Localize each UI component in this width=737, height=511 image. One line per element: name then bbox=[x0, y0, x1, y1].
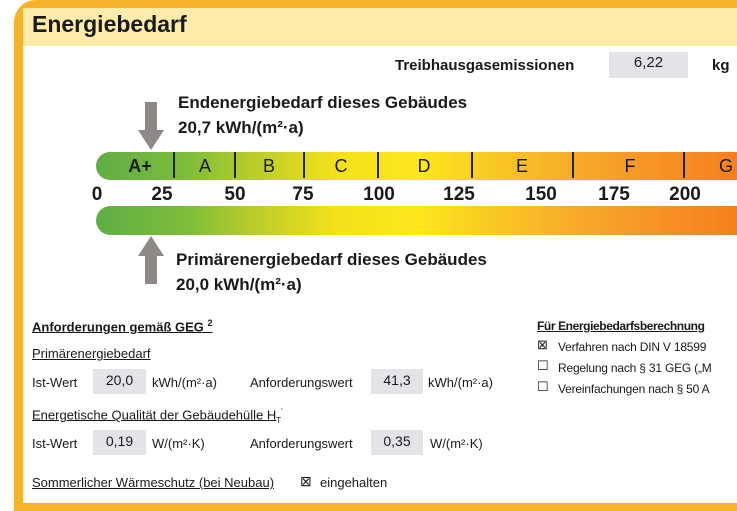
calc-title: Für Energiebedarfsberechnung bbox=[537, 319, 705, 333]
class-divider bbox=[234, 152, 236, 178]
class-divider bbox=[173, 152, 175, 178]
class-f: F bbox=[624, 156, 636, 176]
envelope-req-label: Anforderungswert bbox=[250, 436, 353, 451]
tick-label: 175 bbox=[598, 184, 630, 205]
emissions-value: 6,22 bbox=[609, 52, 688, 78]
footnote-marker: 2 bbox=[207, 318, 213, 328]
requirements-title-text: Anforderungen gemäß GEG bbox=[32, 319, 204, 335]
class-a: A bbox=[198, 156, 212, 176]
frame-bottom bbox=[14, 503, 737, 511]
summer-label: Sommerlicher Wärmeschutz (bei Neubau) bbox=[32, 475, 275, 490]
envelope-sub: T bbox=[276, 415, 282, 425]
primary-unit: kWh/(m²·a) bbox=[152, 375, 217, 390]
envelope-ist-label: Ist-Wert bbox=[32, 436, 78, 451]
primary-ist-value: 20,0 bbox=[93, 369, 146, 394]
envelope-heading: Energetische Qualität der Gebäudehülle H… bbox=[32, 407, 283, 425]
class-c: C bbox=[334, 156, 348, 176]
calc-item: Regelung nach § 31 GEG („M bbox=[558, 361, 712, 375]
primary-req-unit: kWh/(m²·a) bbox=[428, 375, 493, 390]
requirements-title: Anforderungen gemäß GEG 2 bbox=[32, 318, 213, 334]
primary-energy-label: Primärenergiebedarf dieses Gebäudes bbox=[176, 250, 487, 269]
primary-energy-scale-bar bbox=[96, 206, 737, 235]
calc-item: Verfahren nach DIN V 18599 bbox=[558, 340, 707, 354]
tick-label: 75 bbox=[292, 184, 314, 205]
envelope-prime: ' bbox=[281, 407, 283, 416]
certificate-frame bbox=[14, 0, 737, 503]
class-divider bbox=[471, 152, 473, 178]
calc-checkbox[interactable]: ☐ bbox=[537, 358, 549, 373]
end-energy-arrow-icon bbox=[138, 102, 164, 150]
summer-status: eingehalten bbox=[320, 475, 388, 490]
tick-label: 100 bbox=[363, 184, 395, 205]
emissions-label: Treibhausgasemissionen bbox=[395, 57, 575, 74]
class-a-plus: A+ bbox=[128, 156, 152, 176]
calc-checkbox-checked[interactable]: ⊠ bbox=[537, 337, 548, 352]
class-divider bbox=[683, 152, 685, 178]
class-g: G bbox=[718, 156, 734, 176]
tick-label: 200 bbox=[669, 184, 701, 205]
summer-checkbox[interactable]: ⊠ bbox=[300, 473, 312, 489]
calc-item: Vereinfachungen nach § 50 A bbox=[558, 382, 710, 396]
emissions-unit: kg bbox=[712, 57, 730, 74]
envelope-heading-text: Energetische Qualität der Gebäudehülle H bbox=[32, 407, 277, 423]
class-divider bbox=[303, 152, 305, 178]
class-d: D bbox=[417, 156, 431, 176]
envelope-req-unit: W/(m²·K) bbox=[430, 436, 483, 451]
end-energy-label: Endenergiebedarf dieses Gebäudes bbox=[178, 93, 468, 112]
primary-ist-label: Ist-Wert bbox=[32, 375, 78, 390]
envelope-ist-value: 0,19 bbox=[93, 430, 146, 455]
calc-checkbox[interactable]: ☐ bbox=[537, 379, 549, 394]
envelope-req-value: 0,35 bbox=[371, 430, 423, 455]
primary-req-label: Anforderungswert bbox=[250, 375, 353, 390]
envelope-unit: W/(m²·K) bbox=[152, 436, 205, 451]
tick-label: 125 bbox=[443, 184, 475, 205]
class-divider bbox=[572, 152, 574, 178]
class-e: E bbox=[515, 156, 529, 176]
page-title: Energiebedarf bbox=[32, 11, 187, 37]
primary-energy-value: 20,0 kWh/(m²·a) bbox=[176, 275, 302, 294]
primary-heading: Primärenergiebedarf bbox=[32, 346, 151, 361]
end-energy-value: 20,7 kWh/(m²·a) bbox=[178, 118, 304, 137]
tick-label: 0 bbox=[91, 184, 103, 205]
class-divider bbox=[377, 152, 379, 178]
section-header bbox=[23, 8, 737, 46]
tick-label: 150 bbox=[525, 184, 557, 205]
primary-energy-arrow-icon bbox=[138, 236, 164, 284]
class-b: B bbox=[262, 156, 276, 176]
primary-req-value: 41,3 bbox=[371, 369, 423, 394]
end-energy-scale-bar bbox=[96, 152, 737, 180]
tick-label: 50 bbox=[224, 184, 246, 205]
tick-label: 25 bbox=[151, 184, 173, 205]
